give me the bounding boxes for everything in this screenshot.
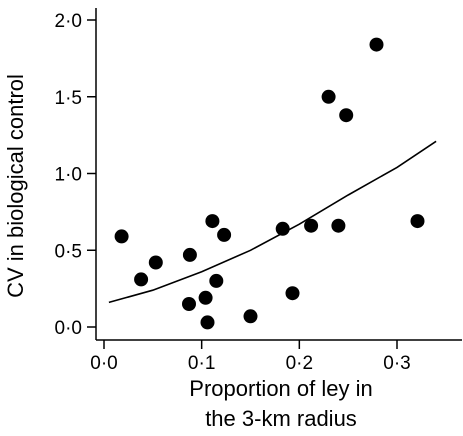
x-tick-label: 0·3 (383, 353, 410, 374)
data-point (198, 290, 213, 305)
data-point (200, 315, 215, 330)
data-point (304, 218, 319, 233)
fit-curve (108, 140, 437, 304)
data-point (205, 214, 220, 229)
data-points (114, 37, 425, 330)
data-point (321, 89, 336, 104)
x-tick-label: 0·1 (188, 353, 215, 374)
data-point (243, 309, 258, 324)
y-tick-label: 2·0 (55, 11, 82, 32)
data-point (339, 108, 354, 123)
x-tick-label: 0·0 (90, 353, 117, 374)
x-axis-title-line-2: the 3-km radius (205, 406, 357, 431)
data-point (209, 273, 224, 288)
data-point (275, 221, 290, 236)
y-ticks: 0·0 0·5 1·0 1·5 2·0 (55, 11, 96, 339)
data-point (217, 227, 232, 242)
y-tick-label: 1·5 (55, 88, 82, 109)
x-axis-title-line-1: Proportion of ley in (189, 376, 372, 401)
y-tick-label: 1·0 (55, 165, 82, 186)
data-point (182, 247, 197, 262)
data-point (369, 37, 384, 52)
x-ticks: 0·0 0·1 0·2 0·3 (90, 340, 411, 374)
data-point (410, 214, 425, 229)
y-tick-label: 0·5 (55, 241, 82, 262)
data-point (114, 229, 129, 244)
x-tick-label: 0·2 (286, 353, 313, 374)
y-axis-title: CV in biological control (3, 74, 28, 298)
data-point (148, 255, 163, 270)
data-point (182, 297, 196, 311)
data-point (134, 272, 149, 287)
y-tick-label: 0·0 (55, 318, 82, 339)
data-point (331, 218, 346, 233)
data-point (285, 286, 300, 301)
